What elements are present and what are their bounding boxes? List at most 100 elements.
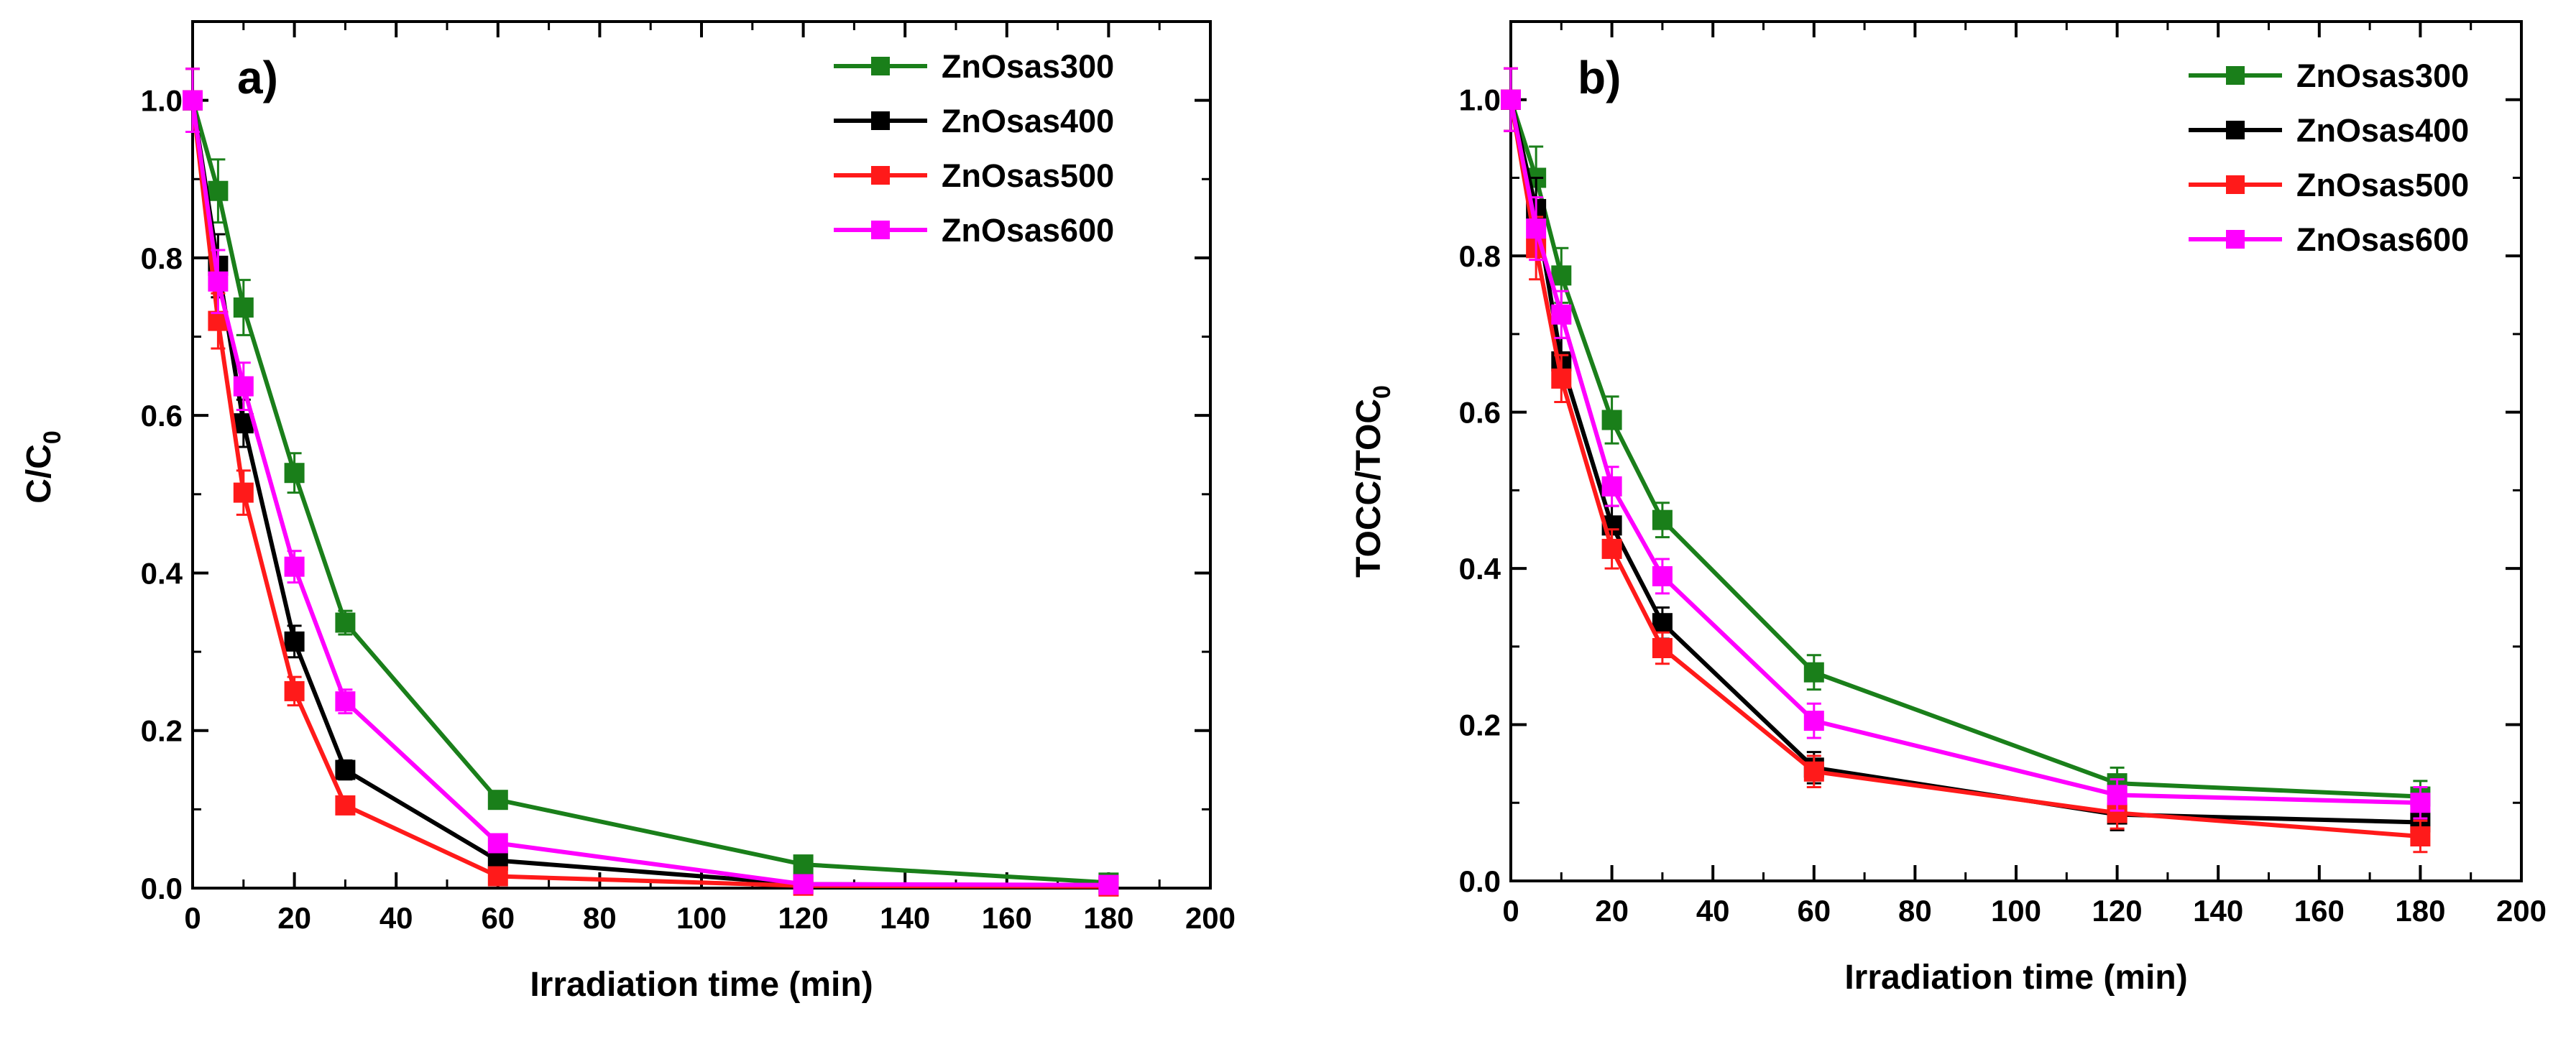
legend-marker (2226, 121, 2245, 139)
legend-label: ZnOsas300 (2296, 57, 2469, 94)
series-ZnOsas500 (1501, 67, 2431, 854)
series-line (1509, 99, 2421, 839)
data-point (233, 297, 254, 318)
series-ZnOsas600 (183, 68, 1119, 895)
data-point (1551, 265, 1572, 286)
x-tick-label: 140 (2193, 894, 2243, 928)
y-tick-label: 0.2 (1459, 708, 1501, 742)
data-point (335, 691, 356, 712)
legend-marker (871, 57, 890, 75)
legend-label: ZnOsas300 (942, 48, 1114, 85)
series-line (1509, 99, 2421, 805)
data-point (1652, 565, 1673, 586)
x-tick-label: 140 (880, 901, 930, 935)
x-tick-label: 160 (982, 901, 1032, 935)
data-point (1652, 509, 1673, 530)
panel-label: a) (237, 52, 278, 103)
x-tick-label: 180 (1083, 901, 1133, 935)
data-point (233, 376, 254, 397)
series-ZnOsas400 (1501, 67, 2431, 839)
legend-marker (871, 111, 890, 130)
data-point (208, 180, 229, 201)
x-tick-label: 100 (676, 901, 727, 935)
y-tick-label: 0.4 (1459, 552, 1501, 586)
x-tick-label: 160 (2294, 894, 2345, 928)
legend-marker (871, 166, 890, 185)
x-tick-label: 20 (1595, 894, 1629, 928)
series-line (1509, 98, 2421, 799)
data-point (1601, 410, 1622, 430)
x-tick-label: 20 (277, 901, 311, 935)
data-point (1601, 476, 1622, 497)
series-line (190, 100, 1109, 887)
y-tick-label: 0.6 (141, 399, 183, 433)
x-tick-label: 80 (1898, 894, 1932, 928)
legend: ZnOsas300 ZnOsas400 ZnOsas500 ZnOsas600 (2189, 57, 2469, 258)
data-point (1652, 637, 1673, 658)
x-tick-label: 80 (583, 901, 617, 935)
legend-marker (2226, 175, 2245, 194)
data-point (1803, 761, 1824, 782)
chart-panel-a: 0 20 40 60 80 100 120 140 160 180 200 0.0 0.2 0.4 0.6 0… (20, 20, 1236, 1004)
data-point (487, 833, 508, 854)
data-point (1098, 874, 1119, 895)
data-point (1803, 662, 1824, 683)
y-tick-label: 0.8 (1459, 239, 1501, 273)
x-tick-label: 60 (1797, 894, 1831, 928)
y-tick-label: 0.6 (1459, 396, 1501, 430)
legend-label: ZnOsas500 (2296, 167, 2469, 203)
data-point (183, 90, 203, 111)
data-point (1601, 538, 1622, 559)
x-tick-label: 40 (380, 901, 413, 935)
y-tick-label: 0.2 (141, 714, 183, 748)
x-tick-label: 0 (184, 901, 201, 935)
x-tick-label: 200 (2496, 894, 2547, 928)
y-tick-label: 0.0 (141, 872, 183, 905)
y-axis-title: C/C0 (20, 430, 66, 504)
y-axis-title: TOCC/TOC0 (1350, 385, 1396, 578)
x-tick-label: 100 (1991, 894, 2041, 928)
data-point (2410, 826, 2431, 847)
legend-marker (2226, 230, 2245, 249)
data-point (1551, 368, 1572, 389)
y-tick-label: 1.0 (1459, 83, 1501, 117)
legend-label: ZnOsas400 (2296, 112, 2469, 149)
data-point (793, 874, 814, 895)
data-point (335, 795, 356, 816)
data-point (1501, 89, 1521, 110)
panel-label: b) (1578, 52, 1621, 103)
x-tick-label: 180 (2395, 894, 2445, 928)
data-point (284, 631, 305, 652)
x-axis-title: Irradiation time (min) (530, 966, 873, 1004)
x-tick-label: 120 (778, 901, 829, 935)
legend: ZnOsas300 ZnOsas400 ZnOsas500 ZnOsas600 (834, 48, 1114, 249)
x-tick-label: 200 (1185, 901, 1236, 935)
series-line (1509, 99, 2421, 825)
y-tick-label: 0.4 (141, 556, 183, 590)
x-tick-label: 120 (2092, 894, 2143, 928)
data-point (335, 759, 356, 780)
data-point (284, 680, 305, 701)
series-ZnOsas600 (1501, 67, 2431, 820)
data-point (793, 854, 814, 875)
y-tick-label: 0.0 (1459, 864, 1501, 898)
series-ZnOsas300 (1501, 67, 2431, 813)
legend-label: ZnOsas600 (942, 212, 1114, 249)
x-tick-label: 40 (1696, 894, 1730, 928)
data-point (284, 556, 305, 577)
plot-frame (1509, 20, 2523, 882)
data-point (2410, 793, 2431, 813)
y-tick-label: 0.8 (141, 241, 183, 275)
data-point (1652, 613, 1673, 634)
data-point (2107, 785, 2128, 805)
data-point (208, 271, 229, 292)
legend-marker (871, 221, 890, 239)
data-point (487, 866, 508, 887)
y-tick-label: 1.0 (141, 84, 183, 118)
data-point (1526, 218, 1547, 239)
legend-label: ZnOsas400 (942, 103, 1114, 139)
legend-label: ZnOsas500 (942, 157, 1114, 194)
x-axis-title: Irradiation time (min) (1844, 959, 2187, 997)
data-point (284, 463, 305, 484)
